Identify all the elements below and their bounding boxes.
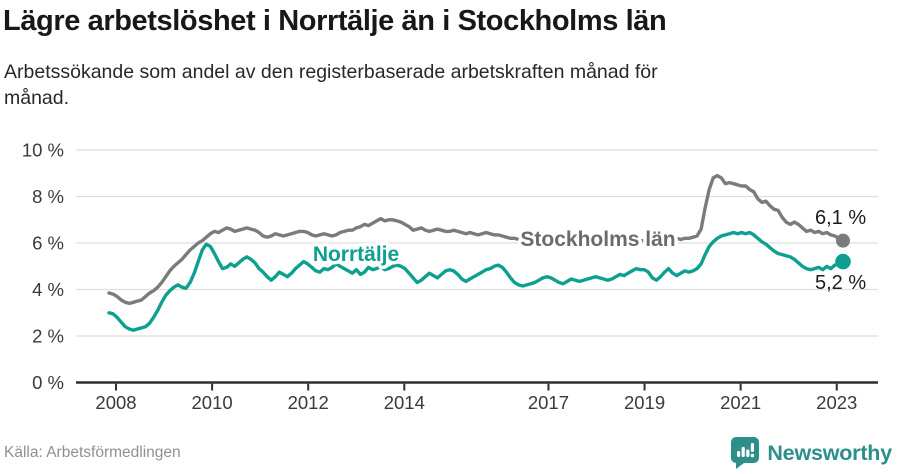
newsworthy-icon	[731, 437, 760, 469]
newsworthy-wordmark: Newsworthy	[767, 440, 892, 465]
y-tick-label: 8 %	[32, 186, 64, 207]
series-label-norrtalje: Norrtälje	[313, 243, 399, 266]
x-tick-label: 2017	[528, 392, 569, 413]
series-label-stockholms-lan: Stockholms län	[520, 228, 675, 251]
line-stockholms-lan	[107, 173, 845, 306]
end-dot-stockholms-lan	[836, 233, 850, 248]
end-value-norrtalje: 5,2 %	[815, 272, 866, 294]
x-tick-label: 2012	[288, 392, 329, 413]
x-tick-label: 2023	[816, 392, 857, 413]
y-tick-label: 2 %	[32, 326, 64, 347]
bar-small	[737, 451, 741, 457]
chart-subtitle-line1: Arbetssökande som andel av den registerb…	[4, 61, 658, 83]
bar-tall	[741, 447, 746, 457]
end-value-stockholms-lan: 6,1 %	[815, 207, 866, 229]
y-tick-label: 4 %	[32, 279, 64, 300]
exclamation-dot	[750, 453, 755, 458]
chart-subtitle: Arbetssökande som andel av den registerb…	[4, 59, 844, 111]
chart-title: Lägre arbetslöshet i Norrtälje än i Stoc…	[3, 5, 667, 37]
y-axis-labels: 10 % 8 % 6 % 4 % 2 % 0 %	[22, 140, 64, 394]
source-note: Källa: Arbetsförmedlingen	[4, 444, 181, 461]
x-tick-label: 2014	[384, 392, 425, 413]
end-dots	[835, 233, 851, 270]
bar-medium	[746, 449, 750, 457]
x-axis: 2008 2010 2012 2014 2017 2019 2021 2023	[76, 381, 878, 413]
x-tick-label: 2021	[720, 392, 761, 413]
newsworthy-logo[interactable]: Newsworthy	[730, 436, 892, 470]
line-norrtalje	[107, 230, 845, 332]
y-tick-label: 10 %	[22, 140, 64, 161]
x-tick-label: 2008	[95, 392, 136, 413]
x-tick-label: 2019	[624, 392, 665, 413]
y-tick-label: 6 %	[32, 233, 64, 254]
speech-bubble-shape	[731, 437, 760, 469]
x-tick-label: 2010	[192, 392, 233, 413]
series-lines	[107, 173, 845, 332]
end-dot-norrtalje	[835, 253, 851, 270]
exclamation-bar	[751, 443, 755, 452]
chart-subtitle-line2: månad.	[4, 87, 70, 109]
gridlines	[76, 149, 878, 337]
y-tick-label: 0 %	[32, 372, 64, 393]
